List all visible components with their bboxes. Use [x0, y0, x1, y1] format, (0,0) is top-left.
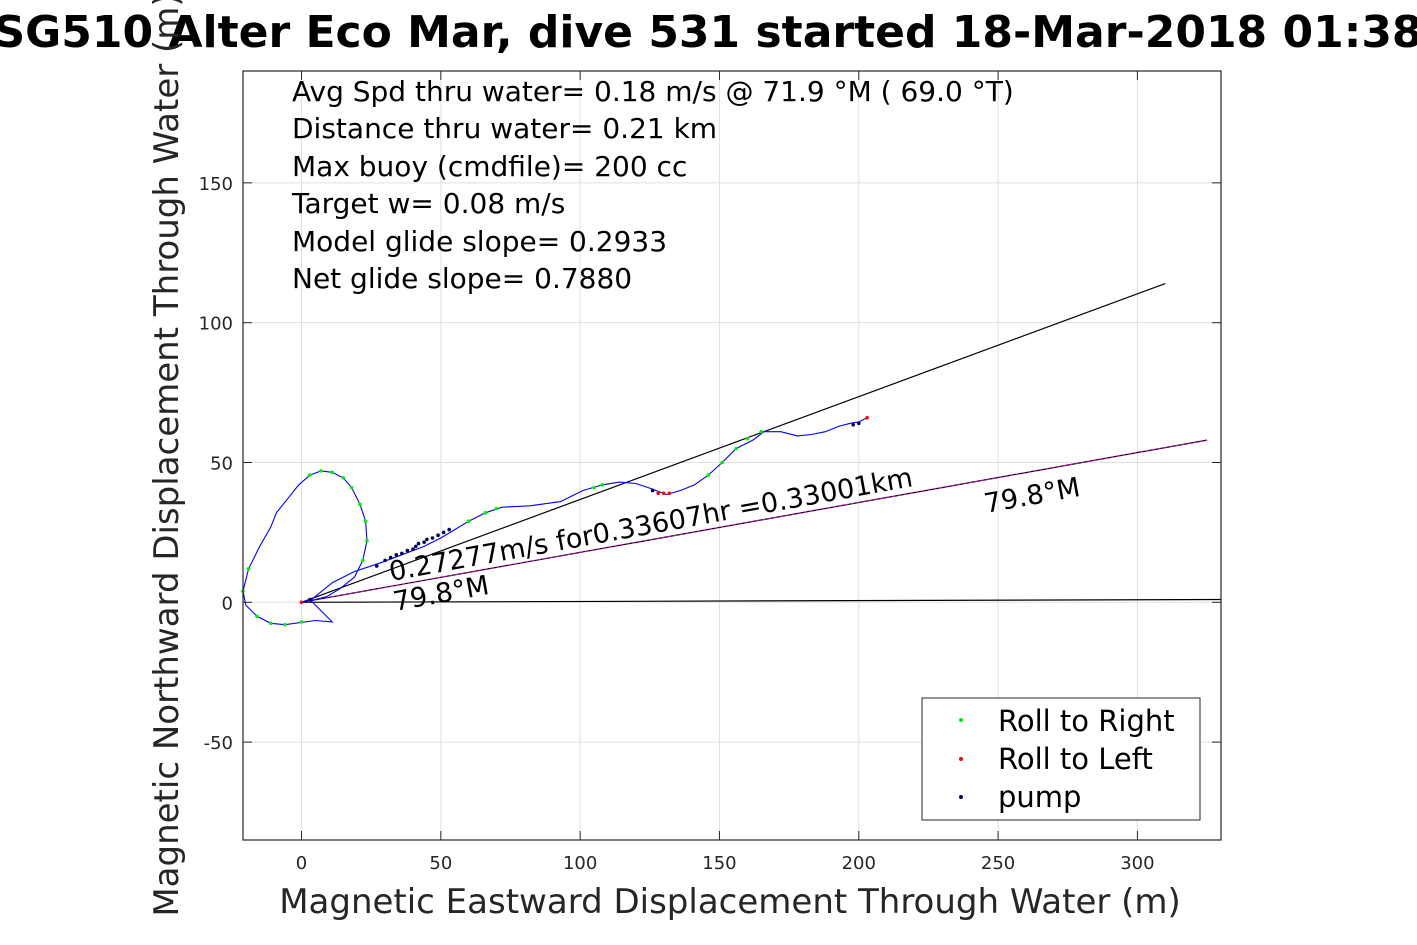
- pump-point: [422, 540, 426, 544]
- pump-point: [308, 597, 312, 602]
- stat-distance: Distance thru water= 0.21 km: [292, 112, 717, 145]
- roll-right-point: [319, 469, 323, 473]
- roll-right-point: [734, 446, 738, 451]
- pump-point: [447, 527, 451, 532]
- legend-box: [921, 697, 1201, 821]
- legend-marker-roll-right: [959, 718, 963, 722]
- pump-point: [436, 533, 440, 537]
- legend-marker-roll-left: [959, 757, 963, 761]
- roll-left-point: [299, 600, 304, 605]
- pump-point: [388, 555, 393, 560]
- net-displacement-line: [301, 282, 1166, 603]
- chart-title: SG510 Alter Eco Mar, dive 531 started 18…: [0, 7, 1417, 58]
- pump-point: [394, 552, 399, 557]
- pump-point: [405, 548, 410, 553]
- pump-point: [411, 547, 415, 551]
- roll-right-point: [255, 614, 259, 619]
- roll-right-point: [246, 566, 251, 571]
- roll-right-point: [706, 473, 711, 477]
- roll-right-point: [759, 429, 764, 434]
- roll-right-point: [365, 538, 369, 543]
- stat-avg-speed: Avg Spd thru water= 0.18 m/s @ 71.9 °M (…: [292, 75, 1014, 108]
- legend: Roll to Right Roll to Left pump: [921, 697, 1201, 821]
- x-tick-label: 200: [842, 853, 876, 874]
- y-tick-label: 100: [199, 314, 233, 335]
- pump-point: [441, 530, 446, 535]
- axis-ticks: 0 50 100 150 200 250 300 -50 0 50 100 150: [199, 71, 1221, 874]
- roll-right-point: [358, 502, 362, 507]
- roll-left-point: [661, 491, 666, 496]
- pump-point: [374, 564, 379, 568]
- pump-point: [416, 541, 421, 546]
- x-tick-label: 300: [1120, 853, 1154, 874]
- stats-block: Avg Spd thru water= 0.18 m/s @ 71.9 °M (…: [291, 75, 1014, 295]
- y-tick-label: -50: [204, 733, 233, 754]
- pump-point: [400, 551, 404, 556]
- roll-right-point: [466, 519, 471, 524]
- glider-track-line: [242, 417, 868, 626]
- x-tick-label: 0: [296, 853, 307, 874]
- roll-left-point: [656, 491, 660, 496]
- pump-point: [413, 544, 418, 549]
- y-tick-label: 0: [222, 593, 233, 614]
- pump-point: [425, 537, 429, 542]
- roll-left-point: [667, 491, 672, 496]
- roll-right-point: [341, 476, 346, 480]
- roll-right-point: [363, 519, 368, 524]
- x-tick-label: 250: [981, 853, 1015, 874]
- pump-point: [430, 536, 435, 540]
- roll-right-point: [361, 558, 365, 563]
- roll-right-point: [349, 485, 354, 490]
- roll-left-point: [865, 415, 869, 420]
- roll-right-point: [494, 506, 499, 511]
- pump-point: [650, 488, 655, 493]
- data-series: [241, 282, 1222, 627]
- plot-frame: [242, 70, 1222, 841]
- y-tick-label: 150: [199, 174, 233, 195]
- legend-label-roll-left: Roll to Left: [998, 742, 1153, 776]
- legend-label-roll-right: Roll to Right: [998, 704, 1175, 738]
- legend-label-pump: pump: [998, 780, 1081, 814]
- x-axis-label: Magnetic Eastward Displacement Through W…: [279, 882, 1181, 922]
- roll-right-point: [308, 473, 312, 477]
- x-tick-label: 100: [563, 853, 597, 874]
- y-axis-label: Magnetic Northward Displacement Through …: [147, 0, 187, 917]
- stat-max-buoy: Max buoy (cmdfile)= 200 cc: [292, 150, 687, 183]
- x-tick-label: 150: [702, 853, 736, 874]
- roll-right-point: [745, 436, 750, 441]
- pump-point: [851, 422, 856, 427]
- legend-marker-pump: [959, 795, 963, 799]
- roll-right-point: [269, 621, 273, 626]
- roll-right-point: [592, 485, 596, 490]
- heading-line-base: [301, 439, 1208, 603]
- roll-right-point: [600, 483, 605, 487]
- stat-model-glide: Model glide slope= 0.2933: [292, 225, 667, 258]
- roll-right-point: [330, 470, 334, 475]
- zero-heading-line: [301, 598, 1222, 603]
- x-tick-label: 50: [429, 853, 452, 874]
- stat-net-glide: Net glide slope= 0.7880: [292, 262, 632, 295]
- stat-target-w: Target w= 0.08 m/s: [291, 187, 565, 220]
- roll-right-point: [282, 622, 287, 627]
- pump-point: [856, 421, 861, 426]
- pump-point: [383, 558, 387, 563]
- y-tick-label: 50: [210, 453, 233, 474]
- roll-right-point: [483, 511, 488, 515]
- roll-right-point: [299, 620, 304, 624]
- roll-right-point: [720, 460, 725, 465]
